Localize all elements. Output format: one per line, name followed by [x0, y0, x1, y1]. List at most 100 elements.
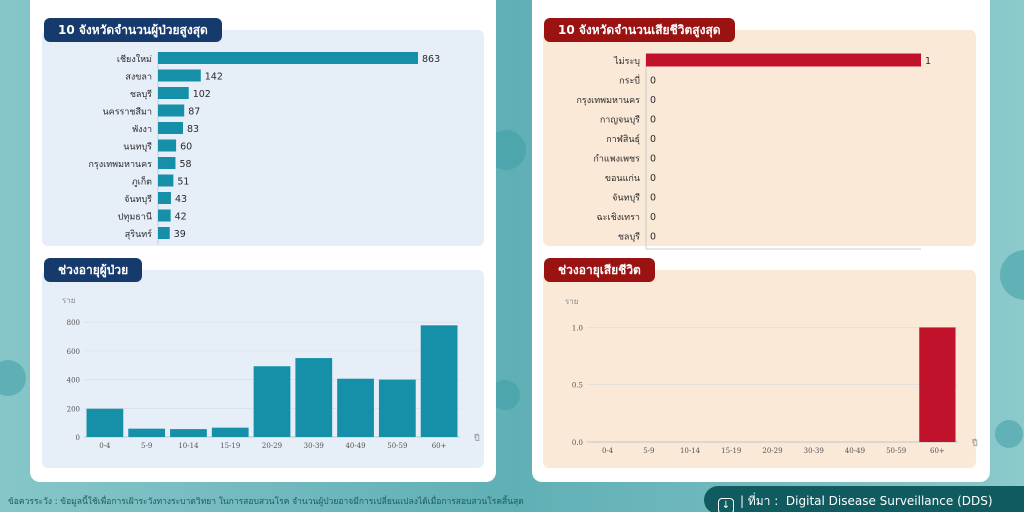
x-tick-label: 0-4	[99, 442, 111, 450]
category-label: กรุงเทพมหานคร	[88, 160, 152, 170]
category-label: พังงา	[132, 125, 152, 135]
y-tick-label: 200	[67, 405, 80, 413]
source-name: Digital Disease Surveillance (DDS)	[785, 494, 993, 508]
value-label: 102	[193, 89, 211, 100]
value-label: 0	[650, 154, 656, 165]
value-label: 0	[650, 134, 656, 145]
category-label: กรุงเทพมหานคร	[576, 96, 640, 106]
value-label: 83	[187, 124, 199, 135]
y-tick-label: 0.5	[572, 382, 583, 390]
bar	[253, 366, 291, 437]
bar	[295, 358, 333, 437]
bar	[211, 427, 249, 437]
bar	[158, 87, 189, 99]
bar	[158, 174, 174, 187]
x-tick-label: 40-49	[345, 442, 365, 450]
value-label: 863	[422, 54, 440, 65]
category-label: ชลบุรี	[130, 89, 152, 100]
x-tick-label: 50-59	[886, 447, 906, 455]
category-label: กาญจนบุรี	[600, 115, 640, 126]
x-axis-title: ปี	[474, 433, 480, 444]
bar	[86, 408, 124, 437]
virus-decoration-2	[1000, 250, 1024, 300]
category-label: สงขลา	[125, 73, 152, 83]
cases-province-title: 10 จังหวัดจำนวนผู้ป่วยสูงสุด	[44, 18, 222, 42]
bar	[158, 157, 176, 169]
category-label: เชียงใหม่	[117, 54, 152, 65]
virus-decoration-4	[0, 360, 26, 396]
bar	[158, 52, 418, 64]
x-tick-label: 0-4	[602, 447, 614, 455]
value-label: 0	[650, 115, 656, 126]
y-tick-label: 0	[76, 434, 80, 442]
category-label: ชลบุรี	[618, 232, 640, 243]
deaths-province-title: 10 จังหวัดจำนวนเสียชีวิตสูงสุด	[544, 18, 735, 42]
category-label: ฉะเชิงเทรา	[597, 212, 640, 223]
x-tick-label: 20-29	[762, 447, 782, 455]
download-icon[interactable]: ↓	[718, 498, 734, 512]
value-label: 0	[650, 232, 656, 243]
category-label: สุรินทร์	[125, 228, 152, 240]
bar	[158, 139, 177, 152]
bar	[646, 53, 921, 67]
category-label: จันทบุรี	[124, 194, 152, 205]
x-tick-label: 30-39	[804, 447, 824, 455]
bar	[128, 428, 166, 437]
deaths-age-title: ช่วงอายุเสียชีวิต	[544, 258, 655, 282]
category-label: นนทบุรี	[123, 142, 152, 153]
bar	[158, 192, 171, 204]
value-label: 87	[188, 107, 200, 118]
bar	[378, 379, 416, 437]
cases-province-chart: เชียงใหม่ 863 สงขลา 142 ชลบุรี 102 นครราชสีมา 8…	[88, 52, 440, 245]
value-label: 1	[925, 56, 931, 67]
cases-province-card	[42, 30, 484, 246]
x-tick-label: 60+	[930, 447, 945, 455]
value-label: 39	[174, 229, 186, 240]
x-tick-label: 15-19	[721, 447, 741, 455]
value-label: 0	[650, 173, 656, 184]
value-label: 58	[179, 159, 191, 170]
bar	[170, 429, 207, 437]
category-label: ปทุมธานี	[118, 212, 152, 223]
value-label: 0	[650, 193, 656, 204]
cases-age-title: ช่วงอายุผู้ป่วย	[44, 258, 143, 282]
source-label: | ที่มา :	[740, 494, 779, 508]
bar	[158, 227, 170, 239]
value-label: 0	[650, 76, 656, 87]
value-label: 142	[205, 72, 223, 83]
x-tick-label: 10-14	[680, 447, 701, 455]
virus-decoration-5	[995, 420, 1023, 448]
bar	[158, 104, 185, 117]
x-tick-label: 5-9	[643, 447, 654, 455]
x-tick-label: 30-39	[304, 442, 324, 450]
bar	[337, 378, 374, 437]
x-tick-label: 20-29	[262, 442, 282, 450]
bar	[919, 327, 956, 442]
category-label: ขอนแก่น	[605, 174, 640, 184]
y-axis-title: ราย	[565, 297, 578, 306]
bar	[158, 209, 171, 222]
y-tick-label: 800	[67, 319, 80, 327]
deaths-age-card	[543, 270, 976, 468]
value-label: 0	[650, 212, 656, 223]
value-label: 42	[175, 212, 187, 223]
source-badge[interactable]: ↓ | ที่มา : Digital Disease Surveillance …	[704, 486, 1024, 512]
y-tick-label: 600	[67, 348, 80, 356]
bar	[158, 69, 201, 82]
category-label: จันทบุรี	[612, 193, 640, 204]
y-tick-label: 1.0	[572, 324, 583, 332]
category-label: ภูเก็ต	[132, 175, 152, 188]
y-tick-label: 0.0	[572, 439, 583, 447]
x-tick-label: 15-19	[220, 442, 240, 450]
x-axis-title: ปี	[972, 438, 978, 449]
value-label: 60	[180, 142, 192, 153]
x-tick-label: 10-14	[178, 442, 199, 450]
category-label: กาฬสินธุ์	[606, 133, 640, 145]
x-tick-label: 5-9	[141, 442, 152, 450]
disclaimer-text: ข้อควรระวัง : ข้อมูลนี้ใช้เพื่อการเฝ้าระ…	[8, 497, 524, 507]
value-label: 0	[650, 95, 656, 106]
x-tick-label: 60+	[432, 442, 447, 450]
x-tick-label: 40-49	[845, 447, 865, 455]
